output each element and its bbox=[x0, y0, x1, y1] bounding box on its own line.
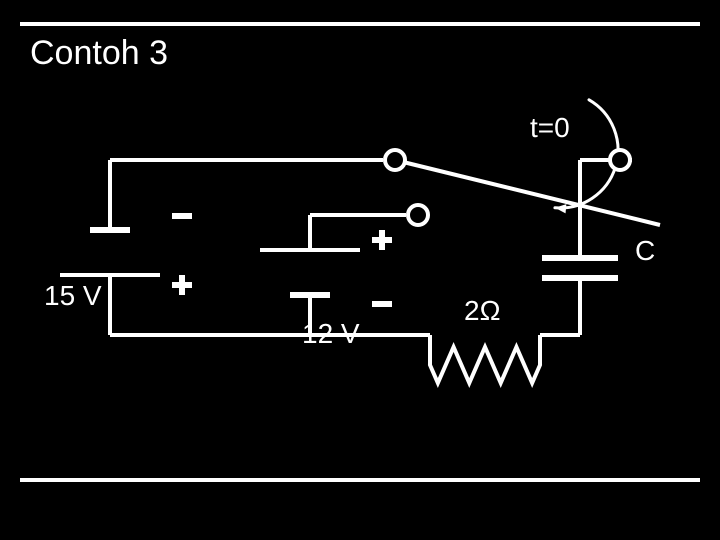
resistor-label: 2Ω bbox=[464, 295, 501, 327]
switch-time-label: t=0 bbox=[530, 112, 570, 144]
capacitor-label: C bbox=[635, 235, 655, 267]
source-2-label: 12 V bbox=[302, 318, 360, 350]
source-1-label: 15 V bbox=[44, 280, 102, 312]
circuit-diagram bbox=[0, 0, 720, 540]
slide: Contoh 3 t=0 C 15 V 12 V 2Ω bbox=[0, 0, 720, 540]
